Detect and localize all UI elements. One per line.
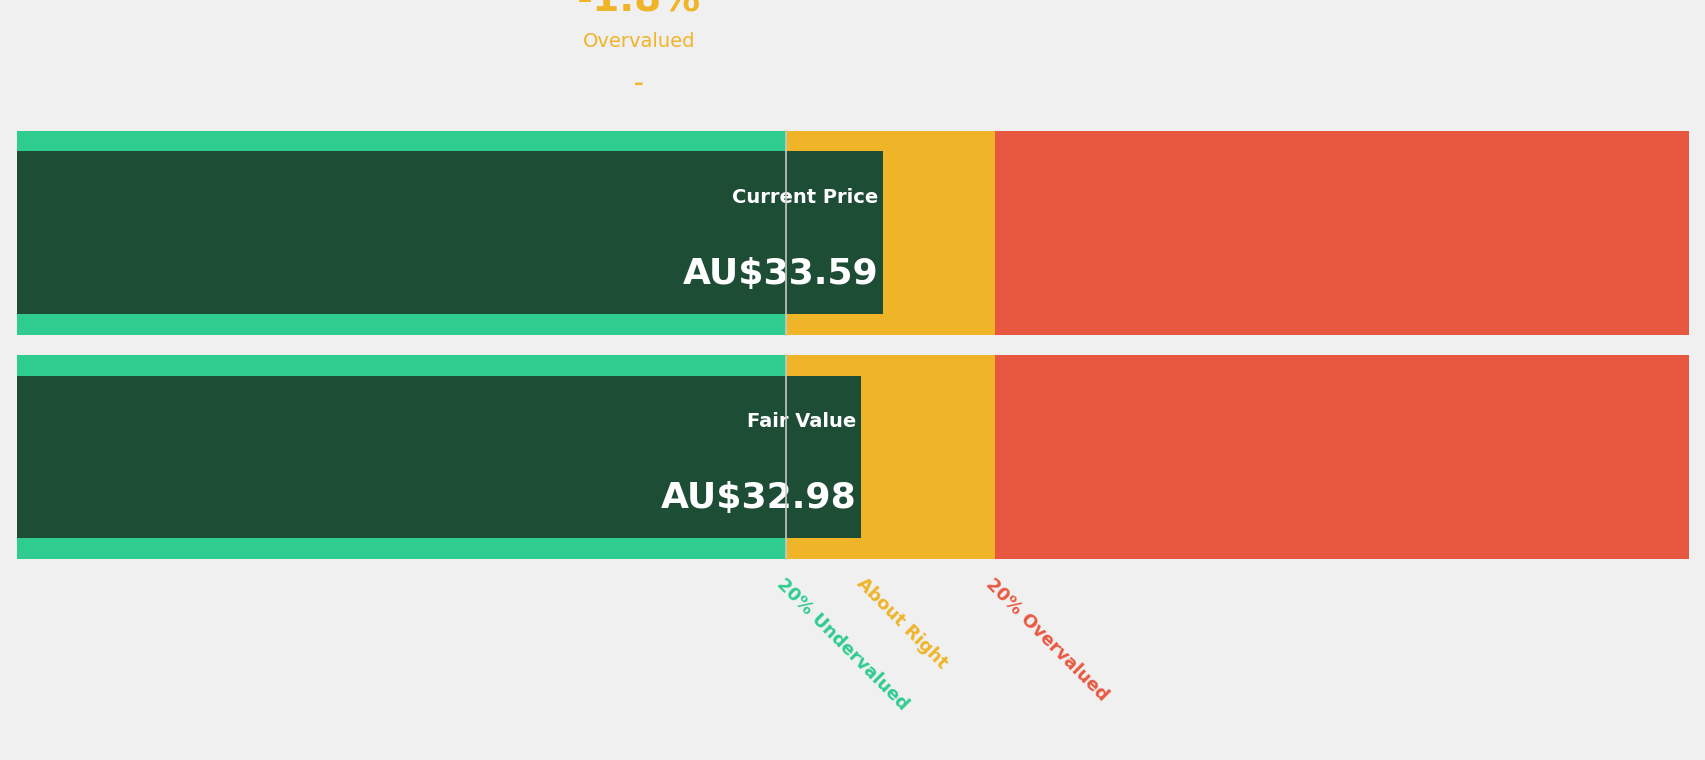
Text: -1.8%: -1.8%: [576, 0, 701, 19]
Text: AU$33.59: AU$33.59: [682, 258, 878, 291]
Text: 20% Undervalued: 20% Undervalued: [772, 575, 912, 714]
Text: About Right: About Right: [852, 575, 950, 673]
Text: Current Price: Current Price: [731, 188, 878, 207]
Text: –: –: [634, 74, 643, 93]
Text: Overvalued: Overvalued: [583, 32, 696, 51]
Bar: [786, 131, 994, 334]
Bar: [17, 131, 786, 334]
Bar: [994, 355, 1688, 559]
Bar: [17, 375, 861, 538]
Bar: [17, 151, 883, 314]
Text: Fair Value: Fair Value: [747, 413, 856, 432]
Text: 20% Overvalued: 20% Overvalued: [982, 575, 1112, 705]
Bar: [994, 131, 1688, 334]
Bar: [17, 355, 786, 559]
Bar: [786, 355, 994, 559]
Text: AU$32.98: AU$32.98: [660, 481, 856, 515]
